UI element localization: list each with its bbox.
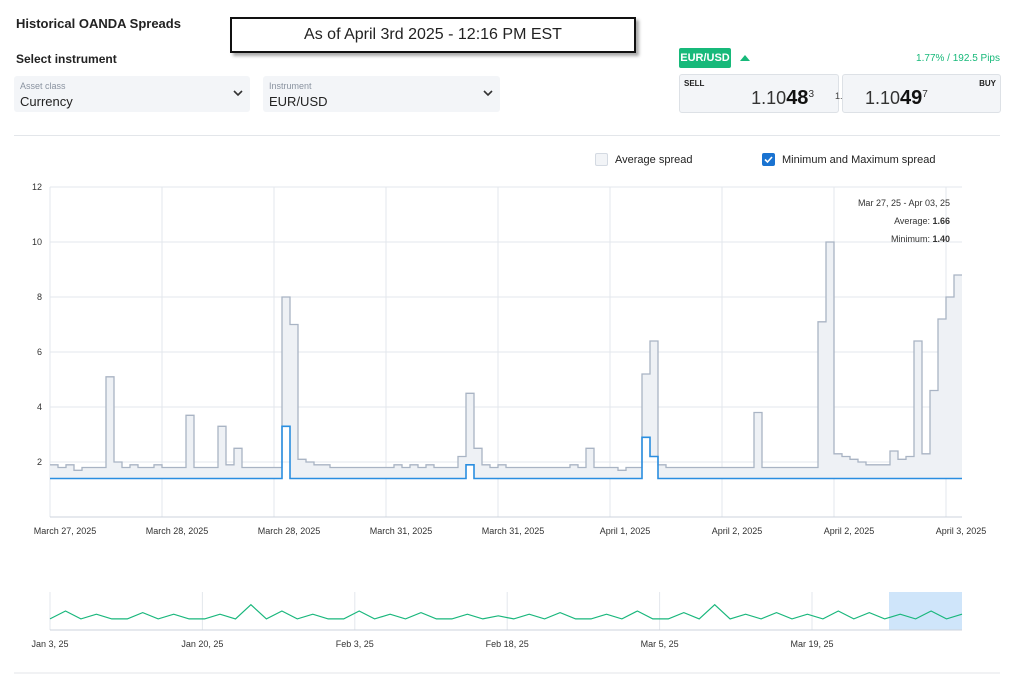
x-tick-label: March 27, 2025 [34,526,97,536]
select-label: Select instrument [16,52,117,66]
nav-tick-label: Jan 20, 25 [181,639,223,649]
page-title: Historical OANDA Spreads [16,16,181,31]
legend-label: Minimum and Maximum spread [782,153,936,166]
chevron [233,90,243,97]
buy-box[interactable]: BUY 1.10497 [842,74,1001,113]
checkbox[interactable] [595,153,608,166]
nav-tick-label: Mar 19, 25 [790,639,833,649]
legend-label: Average spread [615,153,693,166]
x-tick-label: March 28, 2025 [146,526,209,536]
buy-label: BUY [979,79,996,88]
dropdown-label: Instrument [269,81,312,91]
nav-tick-label: Jan 3, 25 [31,639,68,649]
instrument-dropdown[interactable]: Instrument EUR/USD [263,76,500,112]
pips: 48 [786,87,809,109]
buy-price: 1.10497 [865,87,928,110]
legend-item[interactable]: Average spread [595,153,692,166]
asset-class-dropdown[interactable]: Asset class Currency [14,76,250,112]
dropdown-label: Asset class [20,81,66,91]
instrument-badge: EUR/USD [679,48,731,68]
dropdown-value: EUR/USD [269,94,328,109]
min-line [50,425,962,480]
x-tick-label: April 2, 2025 [712,526,763,536]
sell-price: 1.10483 [751,87,814,110]
chevron [483,90,493,97]
check [764,156,773,164]
checkbox[interactable] [762,153,775,166]
tooltip-label: Average: [894,216,930,226]
nav-tick-label: Mar 5, 25 [641,639,679,649]
tooltip-value: 1.66 [932,216,950,226]
x-tick-label: March 28, 2025 [258,526,321,536]
y-tick-label: 12 [32,182,42,192]
tooltip-label: Minimum: [891,234,930,244]
x-tick-label: April 1, 2025 [600,526,651,536]
change: 1.77% / 192.5 Pips [916,53,1000,64]
y-tick-label: 8 [37,292,42,302]
y-tick-label: 2 [37,457,42,467]
y-tick-label: 10 [32,237,42,247]
sell-box[interactable]: SELL 1.10483 [679,74,839,113]
x-tick-label: April 3, 2025 [936,526,987,536]
max-line [50,241,962,471]
up-arrow [740,55,750,61]
y-tick-label: 6 [37,347,42,357]
x-tick-label: April 2, 2025 [824,526,875,536]
x-tick-label: March 31, 2025 [370,526,433,536]
legend-item[interactable]: Minimum and Maximum spread [762,153,935,166]
tooltip-range: Mar 27, 25 - Apr 03, 25 [858,198,950,208]
nav-tick-label: Feb 3, 25 [336,639,374,649]
big-figure: 1.10 [751,88,787,108]
dropdown-value: Currency [20,94,73,109]
as-of-box: As of April 3rd 2025 - 12:16 PM EST [230,17,636,53]
x-tick-label: March 31, 2025 [482,526,545,536]
sell-label: SELL [684,79,705,88]
fraction: 7 [922,89,928,100]
tooltip-value: 1.40 [932,234,950,244]
tooltip-average: Average: 1.66 [894,216,950,226]
fraction: 3 [808,89,814,100]
nav-selection [889,592,962,630]
nav-line [49,603,963,620]
tooltip-minimum: Minimum: 1.40 [891,234,950,244]
big-figure: 1.10 [865,88,901,108]
max-area [50,242,962,479]
y-tick-label: 4 [37,402,42,412]
pips: 49 [900,87,923,109]
separator [14,135,1000,136]
spread: 1.4 [835,91,848,101]
nav-tick-label: Feb 18, 25 [486,639,529,649]
